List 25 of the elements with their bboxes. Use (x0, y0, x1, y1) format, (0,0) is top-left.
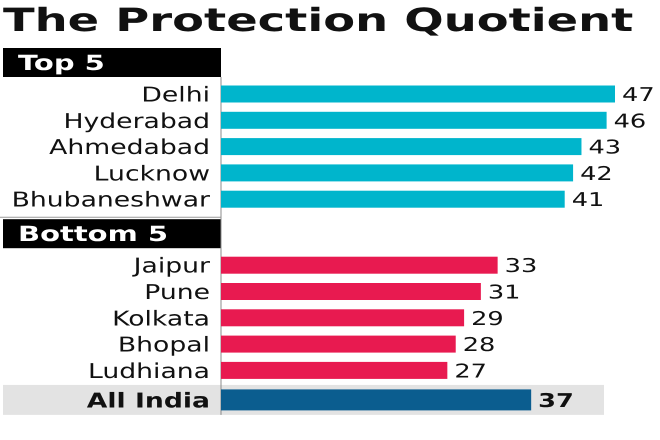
y-tick-label: Delhi (141, 82, 210, 107)
y-tick-label: Hyderabad (63, 108, 210, 133)
data-label: 43 (588, 136, 622, 159)
data-label: 41 (572, 189, 604, 212)
text: Top 5 (18, 50, 105, 75)
chart-title: The Protection Quotient (3, 2, 634, 40)
text: Bottom 5 (18, 222, 168, 246)
y-tick-label: All India (86, 388, 210, 413)
y-tick-label: Pune (144, 280, 210, 304)
data-label: 28 (462, 334, 496, 356)
data-label: 29 (471, 308, 504, 330)
y-tick-label: Kolkata (112, 306, 210, 330)
data-label: 31 (488, 282, 521, 304)
data-label: 42 (580, 163, 613, 185)
y-tick-label: Bhubaneshwar (12, 188, 210, 212)
data-label: 46 (614, 110, 646, 132)
y-tick-label: Ludhiana (88, 358, 210, 384)
y-tick-label: Bhopal (118, 332, 210, 357)
data-label: 33 (504, 255, 538, 278)
y-tick-label: Jaipur (131, 254, 210, 278)
data-label: 47 (622, 84, 655, 106)
y-tick-label: Lucknow (94, 161, 210, 186)
y-tick-label: Ahmedabad (49, 135, 210, 160)
data-label: 37 (538, 390, 574, 412)
data-label: 27 (454, 360, 487, 382)
